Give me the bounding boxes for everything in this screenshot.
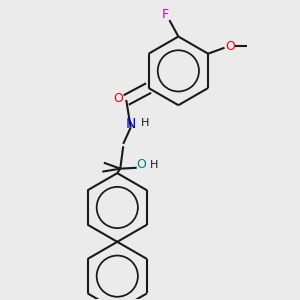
Text: O: O xyxy=(136,158,146,171)
Text: N: N xyxy=(125,117,136,131)
Text: H: H xyxy=(150,160,158,170)
Text: O: O xyxy=(113,92,123,105)
Text: O: O xyxy=(225,40,235,53)
Text: F: F xyxy=(161,8,169,21)
Text: H: H xyxy=(141,118,149,128)
